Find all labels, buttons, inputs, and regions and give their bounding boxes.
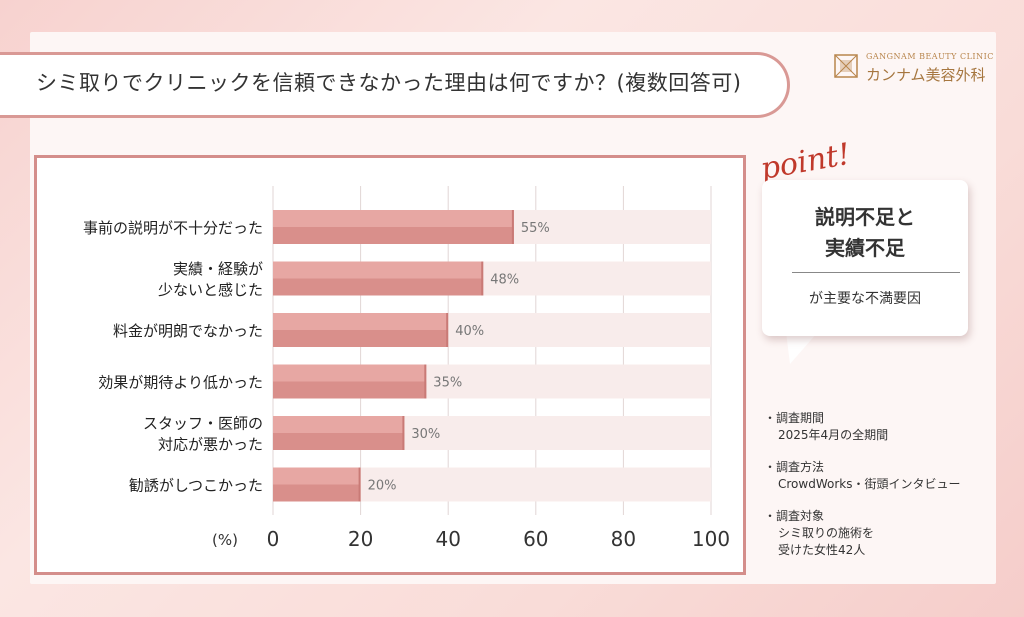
point-main-line2: 実績不足 (825, 236, 905, 260)
bar-shade (273, 330, 449, 347)
bar (273, 313, 449, 330)
category-label: 料金が明朗でなかった (113, 322, 263, 340)
x-tick-label: 20 (348, 527, 373, 551)
data-label: 20% (368, 479, 397, 494)
category-label: 勧誘がしつこかった (129, 477, 263, 495)
note-period: 調査期間 2025年4月の全期間 (764, 410, 994, 445)
title-banner: シミ取りでクリニックを信頼できなかった理由は何ですか？(複数回答可) (0, 52, 790, 118)
bar (273, 261, 484, 279)
note-target-head: 調査対象 (764, 508, 994, 525)
data-label: 40% (455, 324, 484, 339)
note-method: 調査方法 CrowdWorks・街頭インタビュー (764, 459, 994, 494)
survey-notes: 調査期間 2025年4月の全期間 調査方法 CrowdWorks・街頭インタビュ… (764, 410, 994, 574)
x-tick-label: 40 (435, 527, 460, 551)
bar-edge (511, 210, 514, 244)
note-target-body-1: シミ取りの施術を (778, 525, 875, 540)
note-method-head: 調査方法 (764, 459, 994, 476)
point-bubble: 説明不足と 実績不足 が主要な不満要因 (762, 180, 968, 336)
speech-bubble-tail (786, 332, 818, 364)
page-title: シミ取りでクリニックを信頼できなかった理由は何ですか？(複数回答可) (36, 71, 742, 95)
note-target: 調査対象 シミ取りの施術を 受けた女性42人 (764, 508, 994, 560)
x-tick-label: 60 (523, 527, 548, 551)
logo-emblem-icon (834, 54, 858, 78)
bar (273, 467, 361, 485)
data-label: 35% (433, 376, 462, 391)
logo-text-en: GANGNAM BEAUTY CLINIC (866, 52, 994, 61)
data-label: 55% (521, 221, 550, 236)
bar-shade (273, 484, 361, 502)
x-tick-label: 0 (267, 527, 280, 551)
bar-shade (273, 433, 405, 450)
point-main-text: 説明不足と 実績不足 (762, 202, 968, 264)
bar (273, 416, 405, 433)
note-method-body: CrowdWorks・街頭インタビュー (778, 477, 961, 492)
bar-edge (446, 313, 449, 347)
category-label: 対応が悪かった (158, 436, 263, 454)
chart-frame: 55% 事前の説明が不十分だった 48% 実績・経験が少ないと感じた 40% 料金が明朗で… (34, 155, 746, 575)
bubble-divider (792, 272, 960, 273)
category-label: スタッフ・医師の (143, 415, 263, 433)
bar-edge (424, 364, 427, 399)
point-main-line1: 説明不足と (815, 205, 915, 229)
category-label: 実績・経験が (173, 260, 263, 278)
category-label: 効果が期待より低かった (98, 374, 263, 392)
bar-shade (273, 381, 427, 399)
x-tick-label: 100 (692, 527, 730, 551)
clinic-logo: GANGNAM BEAUTY CLINIC カンナム美容外科 (832, 50, 994, 86)
bar-shade (273, 227, 514, 244)
category-label: 少ないと感じた (158, 281, 263, 299)
x-tick-label: 80 (611, 527, 636, 551)
note-period-head: 調査期間 (764, 410, 994, 427)
logo-text-ja: カンナム美容外科 (866, 66, 986, 84)
x-axis-label: (%) (212, 531, 238, 549)
data-label: 30% (411, 427, 440, 442)
data-label: 48% (490, 273, 519, 288)
bar-edge (402, 416, 405, 450)
note-target-body-2: 受けた女性42人 (778, 543, 866, 558)
note-period-body: 2025年4月の全期間 (778, 428, 889, 443)
bar (273, 364, 427, 382)
bar-edge (481, 261, 484, 296)
category-label: 事前の説明が不十分だった (83, 219, 263, 237)
bar-shade (273, 278, 484, 296)
point-sub-text: が主要な不満要因 (809, 291, 921, 307)
bar-edge (358, 467, 361, 502)
bar (273, 210, 514, 227)
